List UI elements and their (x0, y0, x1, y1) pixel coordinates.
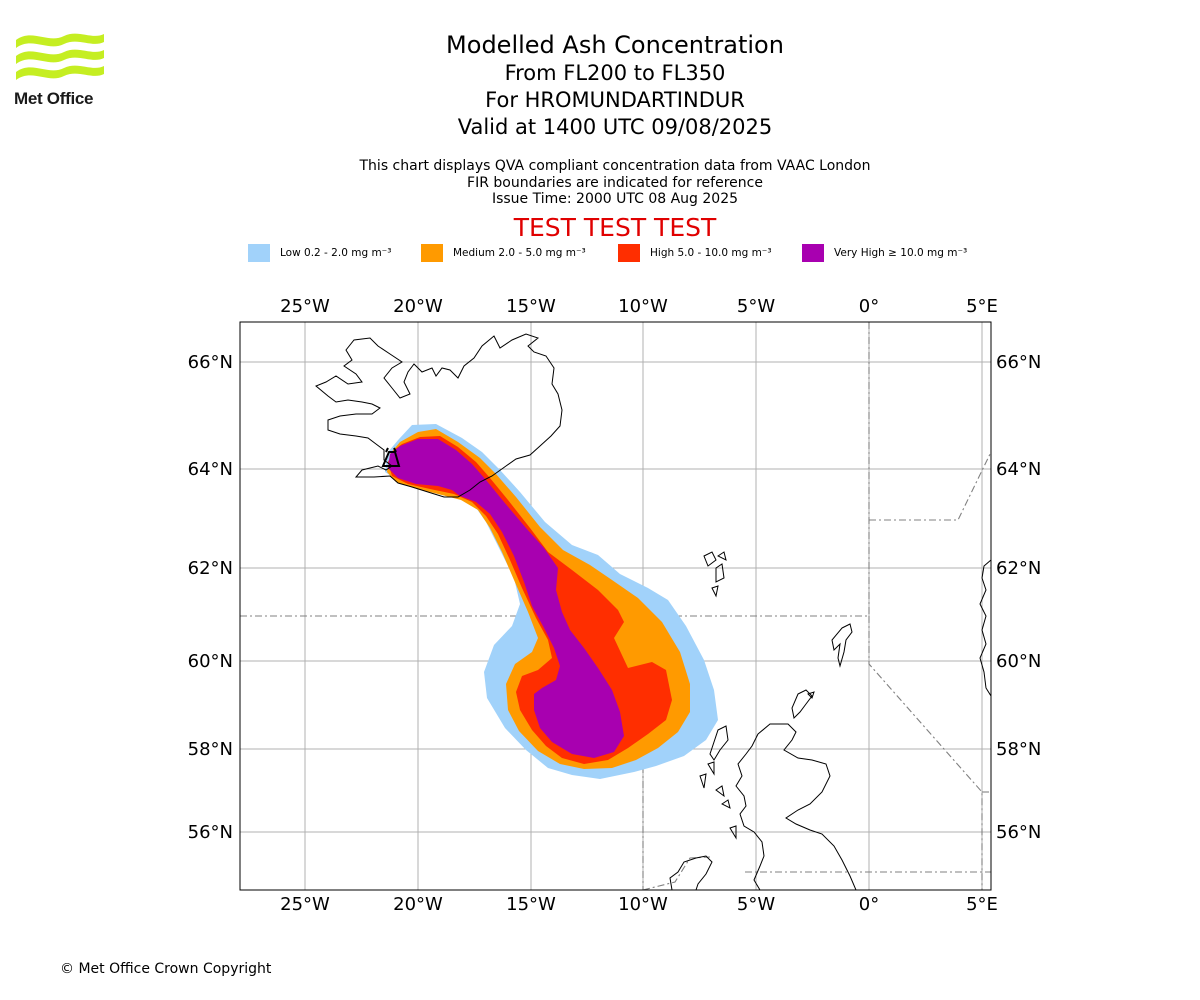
logo-text: Met Office (14, 89, 94, 108)
coastline-iceland (315, 333, 563, 498)
lon-label-bottom: 5°W (737, 894, 775, 915)
flight-level-title: From FL200 to FL350 (504, 61, 726, 85)
coastlines (315, 333, 991, 890)
lon-label-top: 0° (859, 296, 879, 317)
lon-label-top: 15°W (506, 296, 556, 317)
lat-label-right: 64°N (996, 459, 1041, 480)
lon-label-top: 25°W (280, 296, 330, 317)
lat-label-right: 66°N (996, 352, 1041, 373)
legend-label-low: Low 0.2 - 2.0 mg m⁻³ (280, 247, 392, 259)
legend-swatch-very-high (802, 244, 824, 262)
legend-item-very-high: Very High ≥ 10.0 mg m⁻³ (802, 244, 967, 262)
legend-swatch-medium (421, 244, 443, 262)
lon-label-top: 20°W (393, 296, 443, 317)
ash-zone-very-high (388, 439, 624, 758)
lon-label-bottom: 0° (859, 894, 879, 915)
legend-swatch-high (618, 244, 640, 262)
legend: Low 0.2 - 2.0 mg m⁻³ Medium 2.0 - 5.0 mg… (0, 244, 1200, 264)
lat-label-right: 62°N (996, 558, 1041, 579)
chart-titles: Modelled Ash Concentration From FL200 to… (0, 30, 1200, 141)
legend-label-very-high: Very High ≥ 10.0 mg m⁻³ (834, 247, 968, 259)
lat-label-left: 64°N (188, 459, 233, 480)
lon-labels-top: 25°W 20°W 15°W 10°W 5°W 0° 5°E (280, 296, 998, 317)
legend-swatch-low (248, 244, 270, 262)
lat-label-right: 56°N (996, 822, 1041, 843)
valid-time-title: Valid at 1400 UTC 09/08/2025 (457, 115, 773, 139)
lat-label-left: 58°N (188, 739, 233, 760)
coastline-shetland (831, 623, 853, 668)
lat-labels-left: 66°N 64°N 62°N 60°N 58°N 56°N (188, 352, 233, 843)
subtitle-fir: FIR boundaries are indicated for referen… (467, 174, 763, 191)
main-title: Modelled Ash Concentration (446, 31, 784, 59)
met-office-wave-icon (16, 33, 104, 80)
coastline-orkney (791, 689, 815, 720)
lon-label-top: 10°W (618, 296, 668, 317)
test-banner: TEST TEST TEST (513, 213, 717, 242)
coastline-ireland (669, 855, 713, 890)
legend-label-high: High 5.0 - 10.0 mg m⁻³ (650, 247, 772, 259)
lon-label-bottom: 25°W (280, 894, 330, 915)
volcano-marker-icon (381, 447, 401, 467)
coastline-norway (979, 559, 991, 697)
lon-label-bottom: 20°W (393, 894, 443, 915)
lat-label-right: 58°N (996, 739, 1041, 760)
legend-label-medium: Medium 2.0 - 5.0 mg m⁻³ (453, 247, 586, 259)
lat-label-right: 60°N (996, 651, 1041, 672)
lat-labels-right: 66°N 64°N 62°N 60°N 58°N 56°N (996, 352, 1041, 843)
lon-labels-bottom: 25°W 20°W 15°W 10°W 5°W 0° 5°E (280, 894, 998, 915)
coastline-hebrides (699, 725, 737, 840)
lon-label-top: 5°W (737, 296, 775, 317)
lon-label-top: 5°E (966, 296, 998, 317)
copyright-notice: © Met Office Crown Copyright (60, 961, 272, 977)
lon-label-bottom: 10°W (618, 894, 668, 915)
map-frame (239, 321, 992, 891)
subtitle-issue-time: Issue Time: 2000 UTC 08 Aug 2025 (491, 191, 739, 207)
met-office-logo: Met Office (14, 30, 109, 109)
coastline-faroe (703, 551, 727, 598)
legend-item-high: High 5.0 - 10.0 mg m⁻³ (618, 244, 772, 262)
legend-item-medium: Medium 2.0 - 5.0 mg m⁻³ (421, 244, 586, 262)
volcano-title: For HROMUNDARTINDUR (485, 88, 745, 112)
lat-label-left: 66°N (188, 352, 233, 373)
map-gridlines (240, 322, 991, 890)
chart-subtitle: This chart displays QVA compliant concen… (0, 158, 1200, 208)
lat-label-left: 62°N (188, 558, 233, 579)
coastline-scotland (735, 723, 857, 890)
subtitle-source: This chart displays QVA compliant concen… (359, 158, 871, 174)
lon-label-bottom: 15°W (506, 894, 556, 915)
lat-label-left: 56°N (188, 822, 233, 843)
lon-label-bottom: 5°E (966, 894, 998, 915)
legend-item-low: Low 0.2 - 2.0 mg m⁻³ (248, 244, 391, 262)
lat-label-left: 60°N (188, 651, 233, 672)
